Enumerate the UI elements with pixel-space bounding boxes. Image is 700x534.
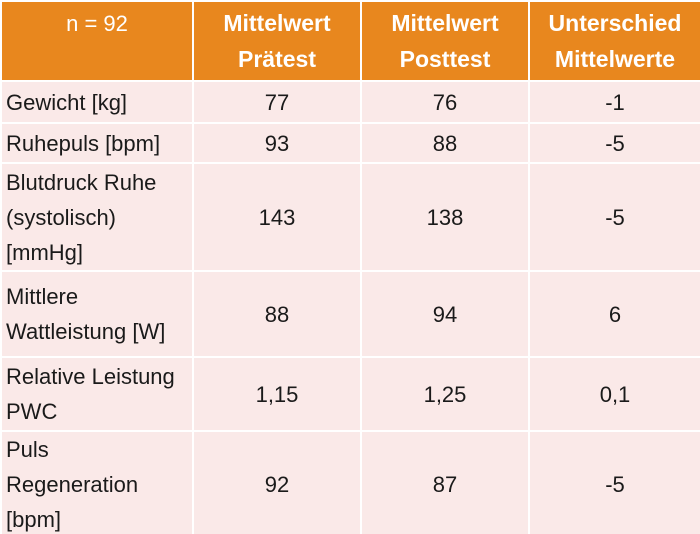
difference-value: -5: [528, 430, 700, 534]
difference-value: -1: [528, 80, 700, 124]
row-label: Gewicht [kg]: [0, 80, 194, 124]
posttest-value: 88: [360, 122, 530, 164]
table-row: Ruhepuls [bpm] 93 88 -5: [0, 122, 700, 164]
sample-size-header: n = 92: [0, 0, 194, 82]
posttest-value: 87: [360, 430, 530, 534]
pretest-value: 1,15: [192, 356, 362, 432]
pretest-value: 93: [192, 122, 362, 164]
table-row: Mittlere Wattleistung [W] 88 94 6: [0, 270, 700, 358]
pretest-mean-header: Mittelwert Prätest: [192, 0, 362, 82]
difference-value: 6: [528, 270, 700, 358]
posttest-value: 94: [360, 270, 530, 358]
row-label: Relative Leistung PWC: [0, 356, 194, 432]
posttest-mean-header: Mittelwert Posttest: [360, 0, 530, 82]
posttest-value: 1,25: [360, 356, 530, 432]
table-row: Gewicht [kg] 77 76 -1: [0, 80, 700, 124]
pretest-value: 92: [192, 430, 362, 534]
row-label: Mittlere Wattleistung [W]: [0, 270, 194, 358]
posttest-value: 138: [360, 162, 530, 272]
pretest-value: 77: [192, 80, 362, 124]
table-row: Relative Leistung PWC 1,15 1,25 0,1: [0, 356, 700, 432]
pretest-value: 88: [192, 270, 362, 358]
difference-value: -5: [528, 162, 700, 272]
header-row: n = 92 Mittelwert Prätest Mittelwert Pos…: [0, 0, 700, 82]
difference-value: 0,1: [528, 356, 700, 432]
table-row: Blutdruck Ruhe (systolisch) [mmHg] 143 1…: [0, 162, 700, 272]
row-label: Blutdruck Ruhe (systolisch) [mmHg]: [0, 162, 194, 272]
table-row: Puls Regeneration [bpm] 92 87 -5: [0, 430, 700, 534]
pretest-value: 143: [192, 162, 362, 272]
posttest-value: 76: [360, 80, 530, 124]
difference-value: -5: [528, 122, 700, 164]
mean-difference-header: Unterschied Mittelwerte: [528, 0, 700, 82]
row-label: Puls Regeneration [bpm]: [0, 430, 194, 534]
row-label: Ruhepuls [bpm]: [0, 122, 194, 164]
